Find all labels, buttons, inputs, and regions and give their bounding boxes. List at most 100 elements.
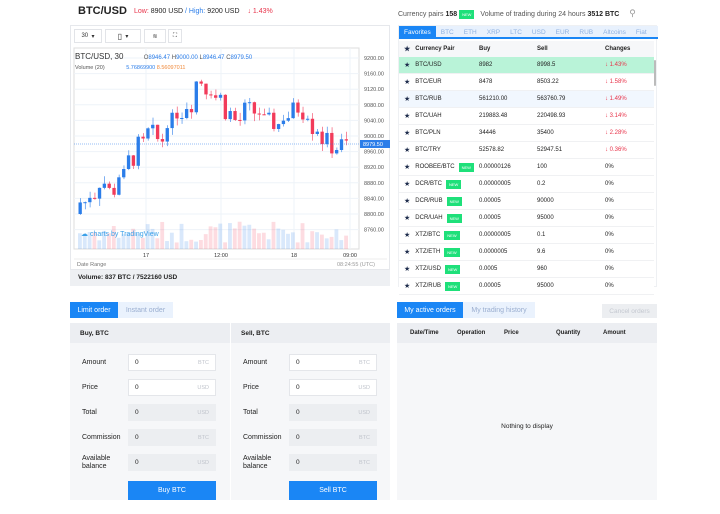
- table-row[interactable]: ★ XTZ/RUB NEW 0.00005 95000 0%: [399, 278, 654, 295]
- volume-bar: [218, 223, 223, 249]
- cancel-orders-button[interactable]: Cancel orders: [602, 304, 657, 318]
- chart-legend-title: BTC/USD, 30: [75, 52, 124, 61]
- star-icon[interactable]: ★: [404, 283, 411, 290]
- candle-body: [165, 128, 169, 142]
- table-row[interactable]: ★ BTC/PLN 34446 35400 ↓ 2.28%: [399, 125, 654, 142]
- buy-price: 0.0005: [479, 266, 498, 272]
- volume-bar: [344, 235, 348, 249]
- buy-title: Buy, BTC: [70, 323, 230, 343]
- low-value: 8900 USD: [150, 8, 184, 15]
- table-row[interactable]: ★ DCR/UAH NEW 0.00005 95000 0%: [399, 210, 654, 227]
- star-icon[interactable]: ★: [404, 62, 411, 69]
- price-tick: 9120.00: [364, 87, 384, 93]
- tradingview-watermark[interactable]: ☁ charts by TradingView: [81, 231, 159, 238]
- scrollbar[interactable]: [654, 60, 656, 86]
- market-tab[interactable]: RUB: [579, 29, 594, 36]
- candle-body: [334, 149, 339, 154]
- star-icon[interactable]: ★: [404, 79, 411, 86]
- star-icon[interactable]: ★: [404, 46, 411, 53]
- search-icon[interactable]: ⚲: [629, 8, 636, 18]
- price-tick: 9200.00: [364, 56, 384, 62]
- field-unit: BTC: [359, 359, 370, 366]
- buy-field-row: Commission 0 BTC: [82, 429, 222, 446]
- market-tab[interactable]: Favorites: [399, 26, 436, 37]
- star-icon[interactable]: ★: [404, 266, 411, 273]
- buy-button[interactable]: Buy BTC: [128, 481, 216, 500]
- candle-body: [107, 183, 111, 188]
- buy-price: 0.00005: [479, 215, 501, 221]
- star-icon[interactable]: ★: [404, 113, 411, 120]
- tab-limit-order[interactable]: Limit order: [70, 302, 118, 318]
- market-tab[interactable]: Fiat: [635, 29, 647, 36]
- interval-select[interactable]: 30 ▾: [74, 29, 102, 43]
- time-tick: 09:00: [343, 253, 357, 259]
- star-icon[interactable]: ★: [404, 198, 411, 205]
- fullscreen-icon[interactable]: ⛶: [168, 29, 182, 43]
- sell-price: 8998.5: [537, 62, 556, 68]
- star-icon[interactable]: ★: [404, 164, 411, 171]
- volume-bar: [126, 233, 131, 249]
- buy-price: 0.00000005: [479, 232, 511, 238]
- volume-bar: [198, 239, 203, 249]
- candlestick-plot[interactable]: 9200.00 9160.00 9120.00 9080.00 9040.00 9000.…: [71, 26, 391, 271]
- star-icon[interactable]: ★: [404, 249, 411, 256]
- field-label: Commission: [243, 433, 282, 441]
- sell-button[interactable]: Sell BTC: [289, 481, 377, 500]
- indicators-icon[interactable]: ≋: [144, 29, 166, 43]
- volume-bar: [102, 230, 107, 249]
- table-row[interactable]: ★ XTZ/USD NEW 0.0005 960 0%: [399, 261, 654, 278]
- candle-body: [272, 112, 276, 129]
- market-tab[interactable]: USD: [531, 29, 546, 36]
- table-row[interactable]: ★ DCR/RUB NEW 0.00005 90000 0%: [399, 193, 654, 210]
- star-icon[interactable]: ★: [404, 232, 411, 239]
- price-tick: 9040.00: [364, 118, 384, 124]
- candle-body: [218, 94, 223, 98]
- candle-body: [175, 112, 179, 119]
- sell-price-input[interactable]: 0 USD: [289, 379, 377, 396]
- candle-body: [78, 202, 82, 214]
- tab-instant-order[interactable]: Instant order: [118, 302, 173, 318]
- volume-bar: [266, 239, 271, 249]
- field-label: Price: [243, 383, 259, 391]
- tab-trading-history[interactable]: My trading history: [463, 302, 535, 318]
- market-tab[interactable]: XRP: [486, 29, 501, 36]
- table-row[interactable]: ★ XTZ/ETH NEW 0.0000005 9.6 0%: [399, 244, 654, 261]
- table-row[interactable]: ★ BTC/USD 8982 8998.5 ↓ 1.43%: [399, 57, 654, 74]
- change: 0%: [605, 249, 614, 255]
- tab-active-orders[interactable]: My active orders: [397, 302, 463, 318]
- table-row[interactable]: ★ ROOBEE/BTC NEW 0.00000126 100 0%: [399, 159, 654, 176]
- market-tab[interactable]: EUR: [555, 29, 570, 36]
- orders-header: Date/Time Operation Price Quantity Amoun…: [397, 323, 657, 343]
- star-icon[interactable]: ★: [404, 181, 411, 188]
- star-icon[interactable]: ★: [404, 215, 411, 222]
- sell-amount-input[interactable]: 0 BTC: [289, 354, 377, 371]
- date-range-button[interactable]: Date Range: [77, 262, 107, 268]
- table-row[interactable]: ★ BTC/TRY 52578.82 52947.51 ↓ 0.36%: [399, 142, 654, 159]
- price-chart[interactable]: 30 ▾ ▯ ▾ ≋ ⛶ 9200.00 9160.00 9120.00 9080.0…: [70, 25, 390, 270]
- change: 0%: [605, 215, 614, 221]
- chart-type-select[interactable]: ▯ ▾: [105, 29, 141, 43]
- star-icon[interactable]: ★: [404, 130, 411, 137]
- market-tab[interactable]: BTC: [440, 29, 454, 36]
- buy-panel: Buy, BTC Amount 0 BTC Price 0 USD Total …: [70, 323, 230, 500]
- table-row[interactable]: ★ XTZ/BTC NEW 0.00000005 0.1 0%: [399, 227, 654, 244]
- pair-name: DCR/BTC: [415, 181, 442, 187]
- table-row[interactable]: ★ DCR/BTC NEW 0.00000005 0.2 0%: [399, 176, 654, 193]
- price-stats: Low: 8900 USD / High: 9200 USD ↓ 1.43%: [134, 8, 273, 15]
- table-row[interactable]: ★ BTC/RUB 561210.00 563760.79 ↓ 1.49%: [399, 91, 654, 108]
- volume-bar: [131, 228, 136, 249]
- field-unit: USD: [358, 409, 370, 416]
- sell-price: 35400: [537, 130, 554, 136]
- pair-title: BTC/USD: [78, 5, 127, 17]
- buy-price-input[interactable]: 0 USD: [128, 379, 216, 396]
- star-icon[interactable]: ★: [404, 147, 411, 154]
- col-operation: Operation: [457, 330, 486, 336]
- table-row[interactable]: ★ BTC/UAH 219883.48 220498.93 ↓ 3.14%: [399, 108, 654, 125]
- market-tab[interactable]: Altcoins: [603, 29, 626, 36]
- market-tab[interactable]: LTC: [510, 29, 522, 36]
- star-icon[interactable]: ★: [404, 96, 411, 103]
- sell-panel: Sell, BTC Amount 0 BTC Price 0 USD Total…: [230, 323, 390, 500]
- table-row[interactable]: ★ BTC/EUR 8478 8503.22 ↓ 1.58%: [399, 74, 654, 91]
- buy-amount-input[interactable]: 0 BTC: [128, 354, 216, 371]
- market-tab[interactable]: ETH: [463, 29, 477, 36]
